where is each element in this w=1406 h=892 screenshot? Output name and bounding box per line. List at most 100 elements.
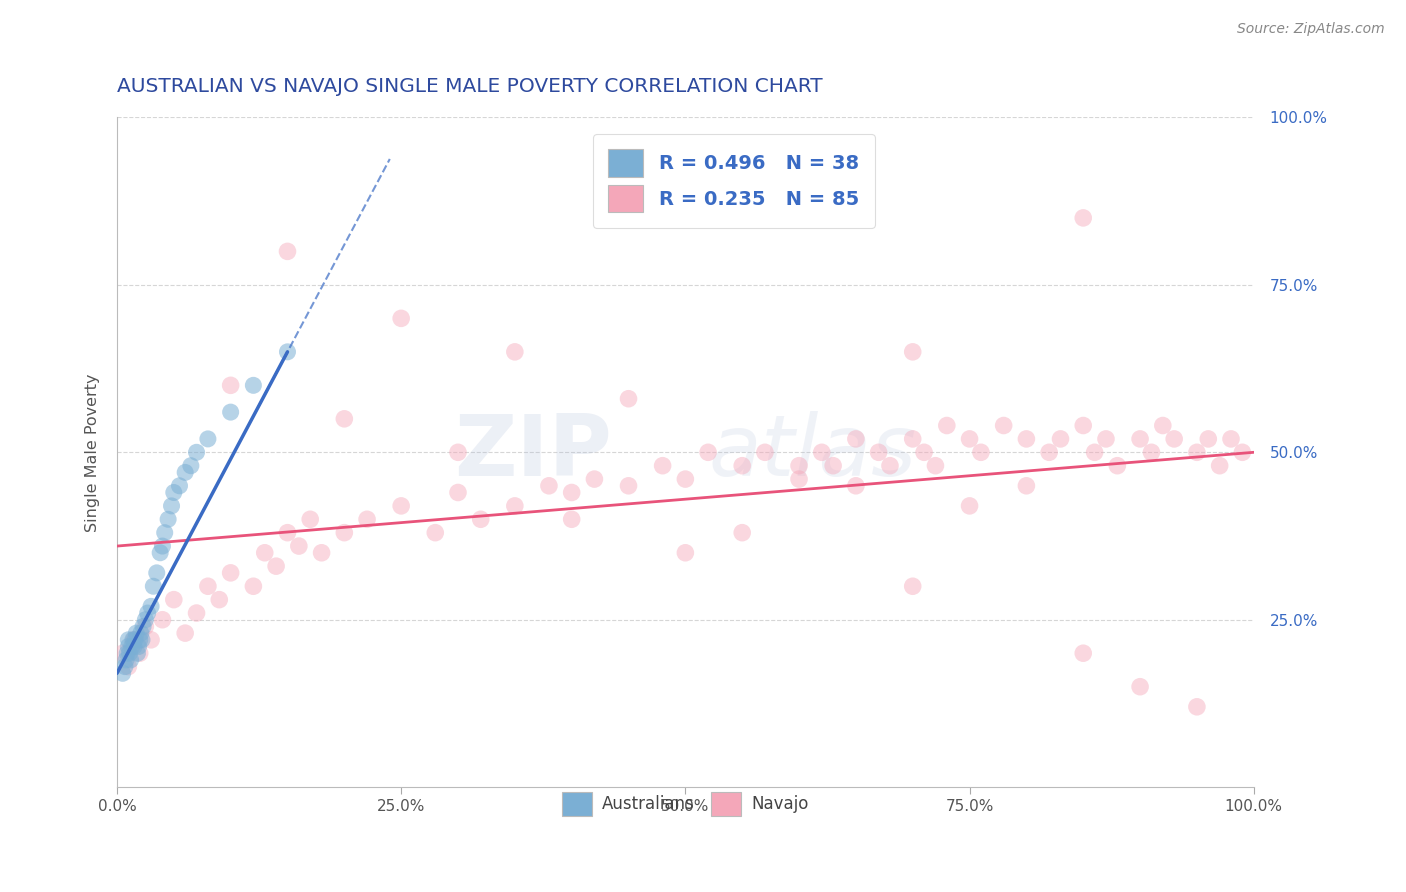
Point bbox=[174, 626, 197, 640]
Point bbox=[242, 579, 264, 593]
Point bbox=[122, 632, 145, 647]
Point bbox=[673, 546, 696, 560]
Point bbox=[879, 458, 901, 473]
Y-axis label: Single Male Poverty: Single Male Poverty bbox=[86, 373, 100, 532]
Point bbox=[912, 445, 935, 459]
Point bbox=[1084, 445, 1107, 459]
Point bbox=[160, 499, 183, 513]
Point bbox=[311, 546, 333, 560]
Point bbox=[122, 632, 145, 647]
Text: Source: ZipAtlas.com: Source: ZipAtlas.com bbox=[1237, 22, 1385, 37]
Point bbox=[114, 659, 136, 673]
Point bbox=[1129, 680, 1152, 694]
Point bbox=[503, 499, 526, 513]
Point bbox=[157, 512, 180, 526]
Point bbox=[356, 512, 378, 526]
Point bbox=[128, 646, 150, 660]
Point bbox=[1071, 418, 1094, 433]
Point bbox=[731, 525, 754, 540]
Point bbox=[186, 606, 208, 620]
Point bbox=[253, 546, 276, 560]
Point bbox=[959, 432, 981, 446]
Point bbox=[174, 466, 197, 480]
Point bbox=[124, 632, 146, 647]
Point bbox=[117, 640, 139, 654]
Point bbox=[470, 512, 492, 526]
Point bbox=[1107, 458, 1129, 473]
Point bbox=[169, 479, 191, 493]
Point bbox=[134, 613, 156, 627]
Point bbox=[731, 458, 754, 473]
Point bbox=[1185, 699, 1208, 714]
Point bbox=[219, 566, 242, 580]
Point bbox=[1129, 432, 1152, 446]
Point bbox=[787, 458, 810, 473]
Point bbox=[959, 499, 981, 513]
Point bbox=[197, 579, 219, 593]
Point bbox=[121, 640, 143, 654]
Point bbox=[152, 613, 174, 627]
Point bbox=[1015, 479, 1038, 493]
Point bbox=[208, 592, 231, 607]
Point bbox=[149, 546, 172, 560]
Point bbox=[901, 579, 924, 593]
Point bbox=[219, 378, 242, 392]
Point bbox=[1038, 445, 1060, 459]
Point bbox=[333, 525, 356, 540]
Point bbox=[901, 344, 924, 359]
Point bbox=[129, 626, 152, 640]
Text: AUSTRALIAN VS NAVAJO SINGLE MALE POVERTY CORRELATION CHART: AUSTRALIAN VS NAVAJO SINGLE MALE POVERTY… bbox=[117, 78, 823, 96]
Point bbox=[197, 432, 219, 446]
Point bbox=[115, 653, 138, 667]
Text: ZIP: ZIP bbox=[454, 411, 612, 494]
Point bbox=[1049, 432, 1071, 446]
Point bbox=[993, 418, 1015, 433]
Point bbox=[583, 472, 606, 486]
Point bbox=[970, 445, 993, 459]
Point bbox=[901, 432, 924, 446]
Point bbox=[1152, 418, 1174, 433]
Point bbox=[115, 646, 138, 660]
Point bbox=[935, 418, 957, 433]
Point bbox=[153, 525, 176, 540]
Point bbox=[134, 619, 156, 633]
Point bbox=[122, 640, 145, 654]
Point bbox=[117, 659, 139, 673]
Point bbox=[131, 632, 153, 647]
Point bbox=[117, 632, 139, 647]
Point bbox=[787, 472, 810, 486]
Point bbox=[136, 606, 159, 620]
Point bbox=[503, 344, 526, 359]
Point bbox=[186, 445, 208, 459]
Point bbox=[697, 445, 720, 459]
Point bbox=[1163, 432, 1185, 446]
Point bbox=[142, 579, 165, 593]
Point bbox=[264, 559, 287, 574]
Point bbox=[145, 566, 167, 580]
Point bbox=[1095, 432, 1118, 446]
Point bbox=[845, 432, 868, 446]
Point bbox=[868, 445, 890, 459]
Point bbox=[447, 485, 470, 500]
Point bbox=[180, 458, 202, 473]
Point bbox=[132, 619, 155, 633]
Point bbox=[219, 405, 242, 419]
Point bbox=[128, 640, 150, 654]
Point bbox=[120, 653, 142, 667]
Point bbox=[139, 632, 162, 647]
Point bbox=[288, 539, 311, 553]
Point bbox=[299, 512, 322, 526]
Point bbox=[276, 244, 298, 259]
Point bbox=[425, 525, 447, 540]
Legend: Australians, Navajo: Australians, Navajo bbox=[555, 786, 815, 822]
Point bbox=[389, 311, 412, 326]
Point bbox=[1071, 646, 1094, 660]
Point bbox=[561, 485, 583, 500]
Point bbox=[163, 485, 186, 500]
Text: atlas: atlas bbox=[709, 411, 917, 494]
Point bbox=[111, 646, 134, 660]
Point bbox=[617, 392, 640, 406]
Point bbox=[1232, 445, 1254, 459]
Point bbox=[1208, 458, 1230, 473]
Point bbox=[651, 458, 673, 473]
